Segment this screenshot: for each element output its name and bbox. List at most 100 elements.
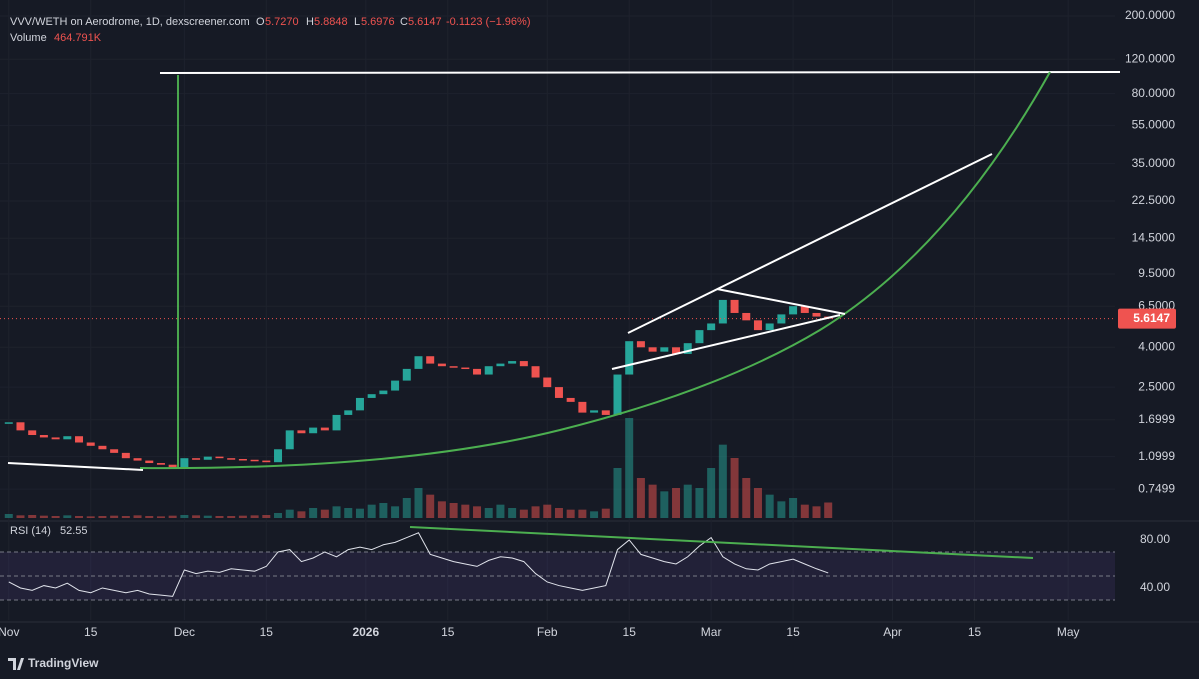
volume-key: Volume: [10, 32, 47, 44]
candle: [192, 458, 201, 460]
candle: [98, 445, 107, 450]
y-tick-label: 120.0000: [1125, 51, 1175, 65]
parabolic-curve: [139, 71, 1051, 470]
volume-bar: [601, 508, 610, 518]
candle: [344, 410, 353, 415]
volume-bar: [566, 509, 575, 518]
volume-bar: [28, 515, 37, 518]
volume-bar: [718, 444, 727, 518]
volume-bar: [203, 515, 212, 518]
volume-bar: [285, 509, 294, 518]
candle: [309, 427, 318, 434]
volume-bar: [320, 509, 329, 518]
candle: [449, 366, 458, 368]
volume-bar: [51, 516, 60, 518]
volume-bar: [683, 484, 692, 518]
volume-bar: [309, 508, 318, 518]
candle: [215, 456, 224, 459]
candle: [613, 374, 622, 415]
volume-bar: [636, 478, 645, 518]
channel-high: [627, 153, 993, 334]
candle: [297, 430, 306, 434]
candle: [695, 330, 704, 344]
y-tick-label: 80.0000: [1132, 86, 1176, 100]
volume-bar: [121, 516, 130, 518]
candle: [39, 435, 48, 438]
volume-bar: [543, 504, 552, 518]
candle: [4, 422, 13, 424]
volume-bar: [402, 498, 411, 518]
candle: [227, 458, 236, 460]
x-tick-label: Apr: [883, 625, 902, 639]
volume-bar: [519, 509, 528, 518]
candle: [519, 361, 528, 367]
volume-bar: [461, 504, 470, 518]
last-price-tag: [1118, 308, 1176, 329]
candle: [625, 341, 634, 375]
brand: TradingView: [28, 656, 99, 670]
volume-bar: [660, 491, 669, 518]
volume-bar: [777, 501, 786, 518]
volume-bar: [355, 508, 364, 518]
volume-bar: [730, 458, 739, 518]
candle: [285, 430, 294, 450]
x-tick-label: Nov: [0, 625, 19, 639]
volume-bar: [578, 509, 587, 518]
candle: [683, 343, 692, 354]
volume-bar: [531, 506, 540, 518]
candle: [145, 460, 154, 464]
x-tick-label: Mar: [701, 625, 722, 639]
candle: [730, 299, 739, 313]
candle: [812, 312, 821, 317]
volume-bar: [156, 516, 165, 518]
x-tick-label: 15: [623, 625, 637, 639]
y-tick-label: 22.5000: [1132, 193, 1176, 207]
volume-bar: [414, 488, 423, 518]
rsi-value: 52.55: [60, 525, 88, 537]
volume-bar: [625, 418, 634, 518]
volume-bar: [262, 515, 271, 518]
volume-bar: [110, 515, 119, 518]
candle: [16, 422, 25, 431]
candle: [789, 306, 798, 315]
candle: [75, 436, 84, 443]
candle: [402, 368, 411, 381]
volume-bar: [508, 508, 517, 518]
x-tick-label: Dec: [174, 625, 195, 639]
volume-bar: [812, 506, 821, 518]
candle: [742, 312, 751, 321]
candle: [660, 347, 669, 352]
candle: [156, 463, 165, 465]
candle: [51, 437, 60, 440]
volume-bar: [133, 515, 142, 518]
candle: [590, 410, 599, 413]
volume-bar: [437, 501, 446, 518]
volume-bar: [379, 503, 388, 518]
volume-bar: [391, 506, 400, 518]
volume-bar: [250, 515, 259, 518]
rsi-divergence: [409, 526, 1034, 559]
x-tick-label: Feb: [537, 625, 558, 639]
volume-bar: [753, 488, 762, 518]
low: 5.6976: [361, 16, 395, 28]
o-key: O: [256, 16, 265, 28]
candle: [648, 347, 657, 352]
volume-bar: [168, 515, 177, 518]
volume-bar: [75, 516, 84, 518]
legend: VVV/WETH on Aerodrome, 1D, dexscreener.c…: [8, 16, 531, 670]
candle: [262, 460, 271, 463]
volume-bar: [473, 506, 482, 518]
y-tick-label: 55.0000: [1132, 118, 1176, 132]
candle: [496, 363, 505, 367]
candle: [121, 452, 130, 459]
candle: [578, 401, 587, 413]
x-tick-label: 15: [968, 625, 982, 639]
candle: [508, 361, 517, 364]
volume-bar: [192, 515, 201, 518]
volume-bar: [86, 516, 95, 518]
volume-bar: [554, 508, 563, 518]
c-key: C: [400, 16, 408, 28]
candle: [531, 366, 540, 378]
y-tick-label: 14.5000: [1132, 230, 1176, 244]
candle: [86, 442, 95, 446]
